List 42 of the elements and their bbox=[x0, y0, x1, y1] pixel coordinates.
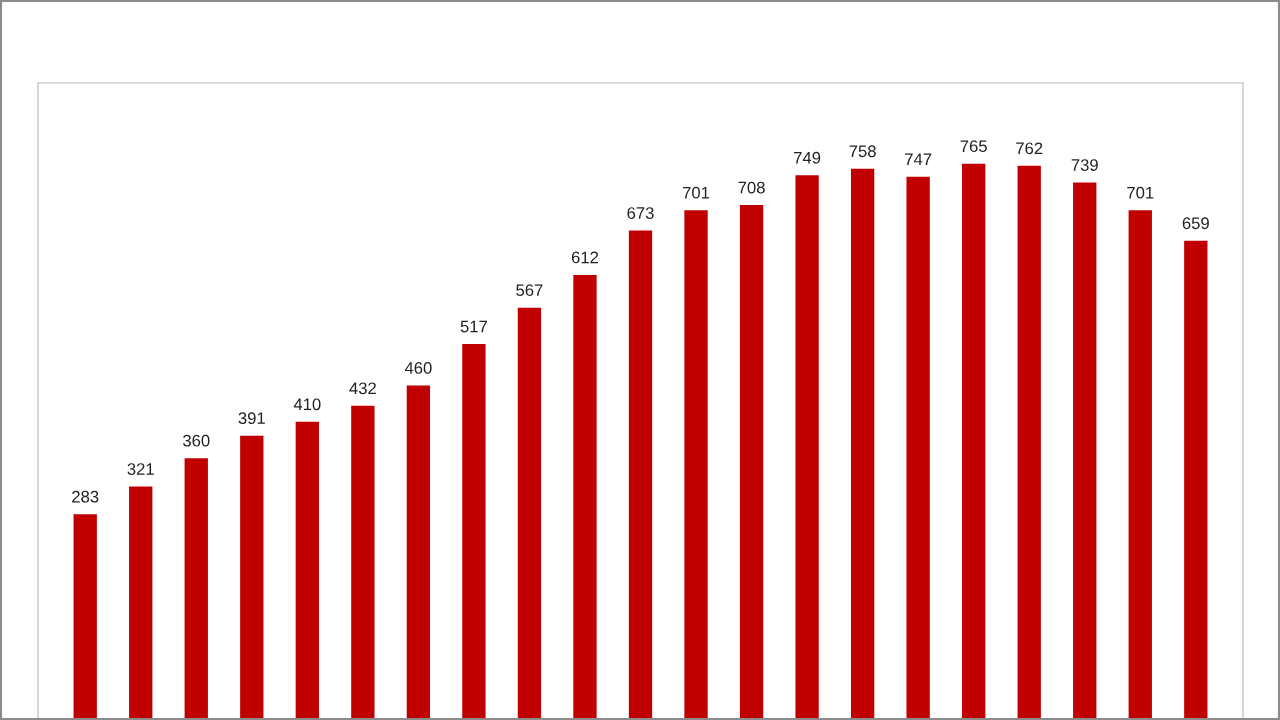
data-label: 758 bbox=[849, 145, 876, 158]
data-label: 321 bbox=[127, 463, 154, 475]
data-label: 432 bbox=[349, 382, 376, 395]
bar bbox=[573, 274, 597, 720]
data-label: 708 bbox=[738, 181, 765, 194]
bar bbox=[1184, 240, 1208, 720]
bar bbox=[684, 210, 708, 720]
data-label: 567 bbox=[516, 284, 543, 297]
data-label: 739 bbox=[1071, 159, 1098, 171]
bar bbox=[73, 514, 97, 720]
bar bbox=[906, 176, 930, 720]
bar bbox=[462, 344, 486, 720]
bar bbox=[129, 486, 153, 720]
data-label: 765 bbox=[960, 140, 987, 153]
data-label: 410 bbox=[293, 398, 321, 411]
bar bbox=[1128, 210, 1152, 720]
data-label: 762 bbox=[1016, 142, 1043, 155]
data-label: 747 bbox=[905, 153, 932, 165]
data-label: 659 bbox=[1182, 217, 1209, 230]
bar bbox=[850, 168, 875, 720]
data-label: 360 bbox=[182, 434, 210, 447]
data-label: 701 bbox=[682, 186, 710, 199]
bar bbox=[184, 458, 208, 720]
bar bbox=[1017, 165, 1041, 720]
bar bbox=[406, 385, 431, 720]
bar bbox=[240, 435, 264, 720]
data-label: 701 bbox=[1127, 186, 1154, 199]
data-label: 283 bbox=[72, 490, 99, 503]
bar bbox=[628, 230, 653, 720]
data-label: 391 bbox=[238, 412, 265, 425]
bar bbox=[295, 421, 319, 720]
bar bbox=[351, 405, 375, 720]
bar bbox=[1073, 182, 1097, 720]
bar bbox=[739, 205, 764, 720]
data-label: 749 bbox=[794, 151, 821, 164]
data-label: 612 bbox=[571, 251, 599, 264]
bar bbox=[962, 163, 986, 720]
data-label: 517 bbox=[460, 320, 487, 333]
bar bbox=[517, 307, 542, 720]
data-label: 673 bbox=[627, 207, 654, 219]
data-label: 460 bbox=[404, 362, 432, 374]
bar bbox=[795, 175, 819, 720]
